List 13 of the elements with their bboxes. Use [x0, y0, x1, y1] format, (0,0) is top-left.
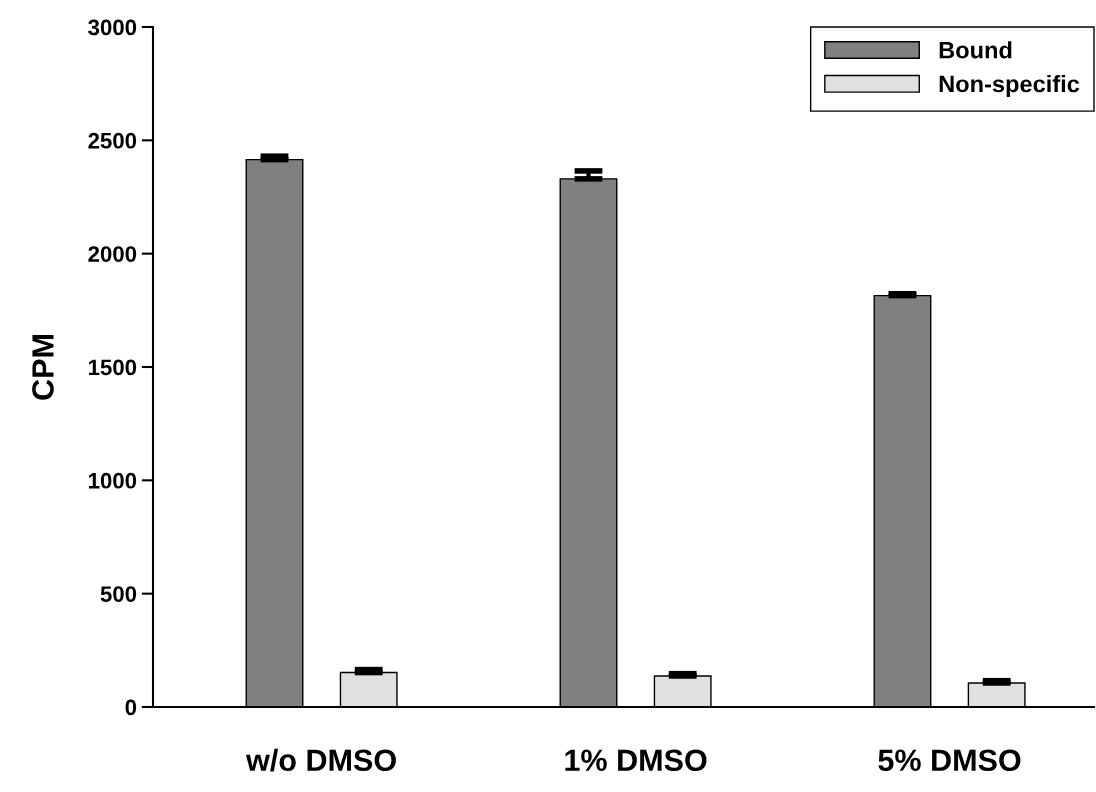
y-tick-label: 1000 — [89, 472, 137, 489]
y-axis-title: CPM — [32, 335, 54, 400]
y-tick-label: 3000 — [88, 19, 137, 36]
y-tick-label: 2000 — [88, 246, 137, 262]
y-tick-label: 1500 — [89, 359, 137, 376]
y-tick-label: 500 — [100, 586, 137, 602]
x-tick-label: w/o DMSO — [245, 748, 396, 772]
y-tick-label: 0 — [125, 699, 137, 716]
x-tick-label: 5% DMSO — [878, 749, 1021, 772]
legend-label: Non-specific — [939, 74, 1080, 97]
y-tick-label: 2500 — [88, 132, 137, 149]
x-tick-label: 1% DMSO — [565, 749, 707, 772]
legend-label: Bound — [939, 41, 1012, 59]
